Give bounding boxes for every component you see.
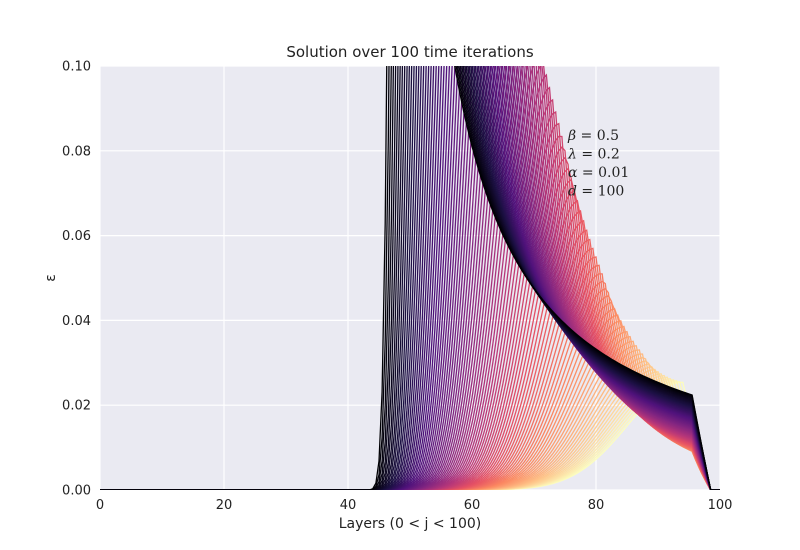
series-line	[100, 66, 720, 490]
series-line	[100, 301, 720, 490]
series-line	[100, 325, 720, 490]
series-line	[100, 376, 720, 490]
parameter-annotation: β = 0.5	[567, 128, 619, 144]
series-line	[100, 66, 720, 490]
x-tick-label: 40	[340, 498, 357, 513]
series-line	[100, 66, 720, 490]
series-line	[100, 66, 720, 490]
series-line	[100, 66, 720, 490]
series-line	[100, 381, 720, 490]
series-line	[100, 66, 720, 490]
series-line	[100, 66, 720, 490]
series-line	[100, 66, 720, 490]
series-line	[100, 66, 720, 490]
series-line	[100, 66, 720, 490]
series-line	[100, 66, 720, 490]
series-line	[100, 371, 720, 490]
series-line	[100, 380, 720, 490]
parameter-annotations: β = 0.5 λ = 0.2 α = 0.01 d = 100	[567, 128, 629, 200]
series-line	[100, 273, 720, 490]
x-tick-label: 60	[464, 498, 481, 513]
series-line	[100, 379, 720, 490]
parameter-annotation: d = 100	[568, 184, 624, 200]
parameter-annotation: α = 0.01	[568, 165, 629, 181]
y-tick-label: 0.06	[62, 229, 91, 244]
series-line	[100, 66, 720, 490]
series-line	[100, 66, 720, 490]
series-line	[100, 66, 720, 490]
x-tick-label: 100	[708, 498, 733, 513]
x-tick-label: 0	[96, 498, 104, 513]
y-tick-labels: 0.00 0.02 0.04 0.06 0.08 0.10	[62, 60, 91, 499]
series-line	[100, 374, 720, 490]
y-tick-label: 0.08	[62, 144, 91, 159]
series-line	[100, 66, 720, 490]
chart-title: Solution over 100 time iterations	[286, 43, 534, 61]
x-axis-label: Layers (0 < j < 100)	[339, 516, 481, 532]
series-line	[100, 308, 720, 490]
x-tick-label: 20	[216, 498, 233, 513]
x-tick-label: 80	[588, 498, 605, 513]
series-line	[100, 66, 720, 490]
y-tick-label: 0.04	[62, 314, 91, 329]
series-line	[100, 294, 720, 490]
series-line	[100, 66, 720, 490]
parameter-annotation: λ = 0.2	[567, 147, 620, 163]
series-line	[100, 66, 720, 490]
series-line	[100, 373, 720, 490]
series-line	[100, 66, 720, 490]
series-line	[100, 287, 720, 490]
series-line	[100, 280, 720, 490]
series-line	[100, 66, 720, 490]
y-tick-label: 0.10	[62, 60, 91, 75]
x-tick-labels: 0 20 40 60 80 100	[96, 498, 733, 513]
series-line	[100, 366, 720, 490]
series-line	[100, 66, 720, 490]
series-line	[100, 377, 720, 490]
series-line	[100, 368, 720, 490]
series-line	[100, 66, 720, 490]
series-group	[100, 66, 720, 490]
series-line	[100, 380, 720, 490]
y-axis-label: ε	[43, 274, 59, 282]
series-line	[100, 66, 720, 490]
y-tick-label: 0.02	[62, 399, 91, 414]
y-tick-label: 0.00	[62, 484, 91, 499]
